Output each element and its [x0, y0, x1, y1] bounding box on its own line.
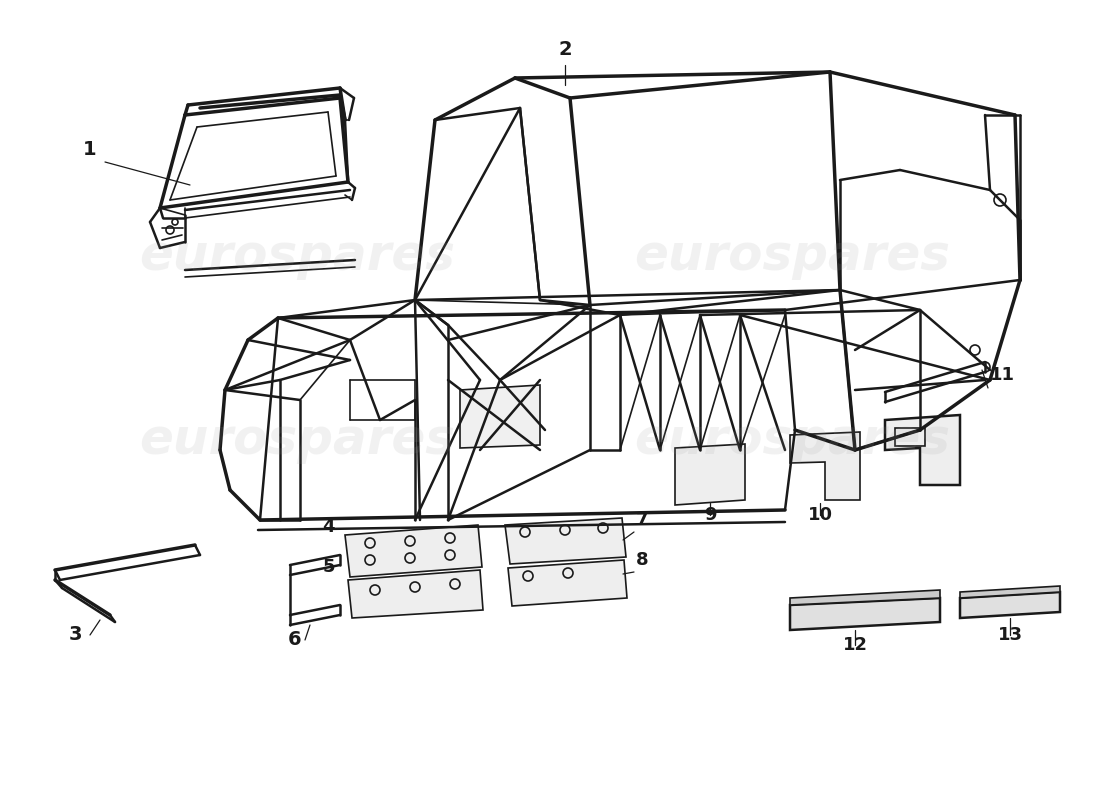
Text: 9: 9: [704, 506, 716, 524]
Polygon shape: [790, 598, 940, 630]
Text: 1: 1: [84, 140, 97, 159]
Polygon shape: [348, 570, 483, 618]
Polygon shape: [345, 525, 482, 577]
Text: eurospares: eurospares: [139, 232, 455, 280]
Text: 8: 8: [636, 551, 649, 569]
Polygon shape: [960, 592, 1060, 618]
Text: 5: 5: [322, 558, 335, 576]
Text: eurospares: eurospares: [139, 416, 455, 464]
Polygon shape: [790, 432, 860, 500]
Polygon shape: [460, 385, 540, 448]
Text: eurospares: eurospares: [634, 416, 950, 464]
Text: 12: 12: [843, 636, 868, 654]
Text: 3: 3: [68, 625, 81, 644]
Bar: [895, 428, 925, 446]
Text: 10: 10: [807, 506, 833, 524]
Polygon shape: [505, 518, 626, 564]
Text: 13: 13: [998, 626, 1023, 644]
Polygon shape: [508, 560, 627, 606]
Text: 11: 11: [990, 366, 1015, 384]
Text: 4: 4: [322, 518, 335, 536]
Text: eurospares: eurospares: [634, 232, 950, 280]
Text: 6: 6: [288, 630, 301, 649]
Polygon shape: [886, 415, 960, 485]
Polygon shape: [790, 590, 940, 605]
Text: 2: 2: [558, 40, 572, 59]
Polygon shape: [960, 586, 1060, 598]
Text: 7: 7: [636, 511, 649, 529]
Polygon shape: [675, 444, 745, 505]
